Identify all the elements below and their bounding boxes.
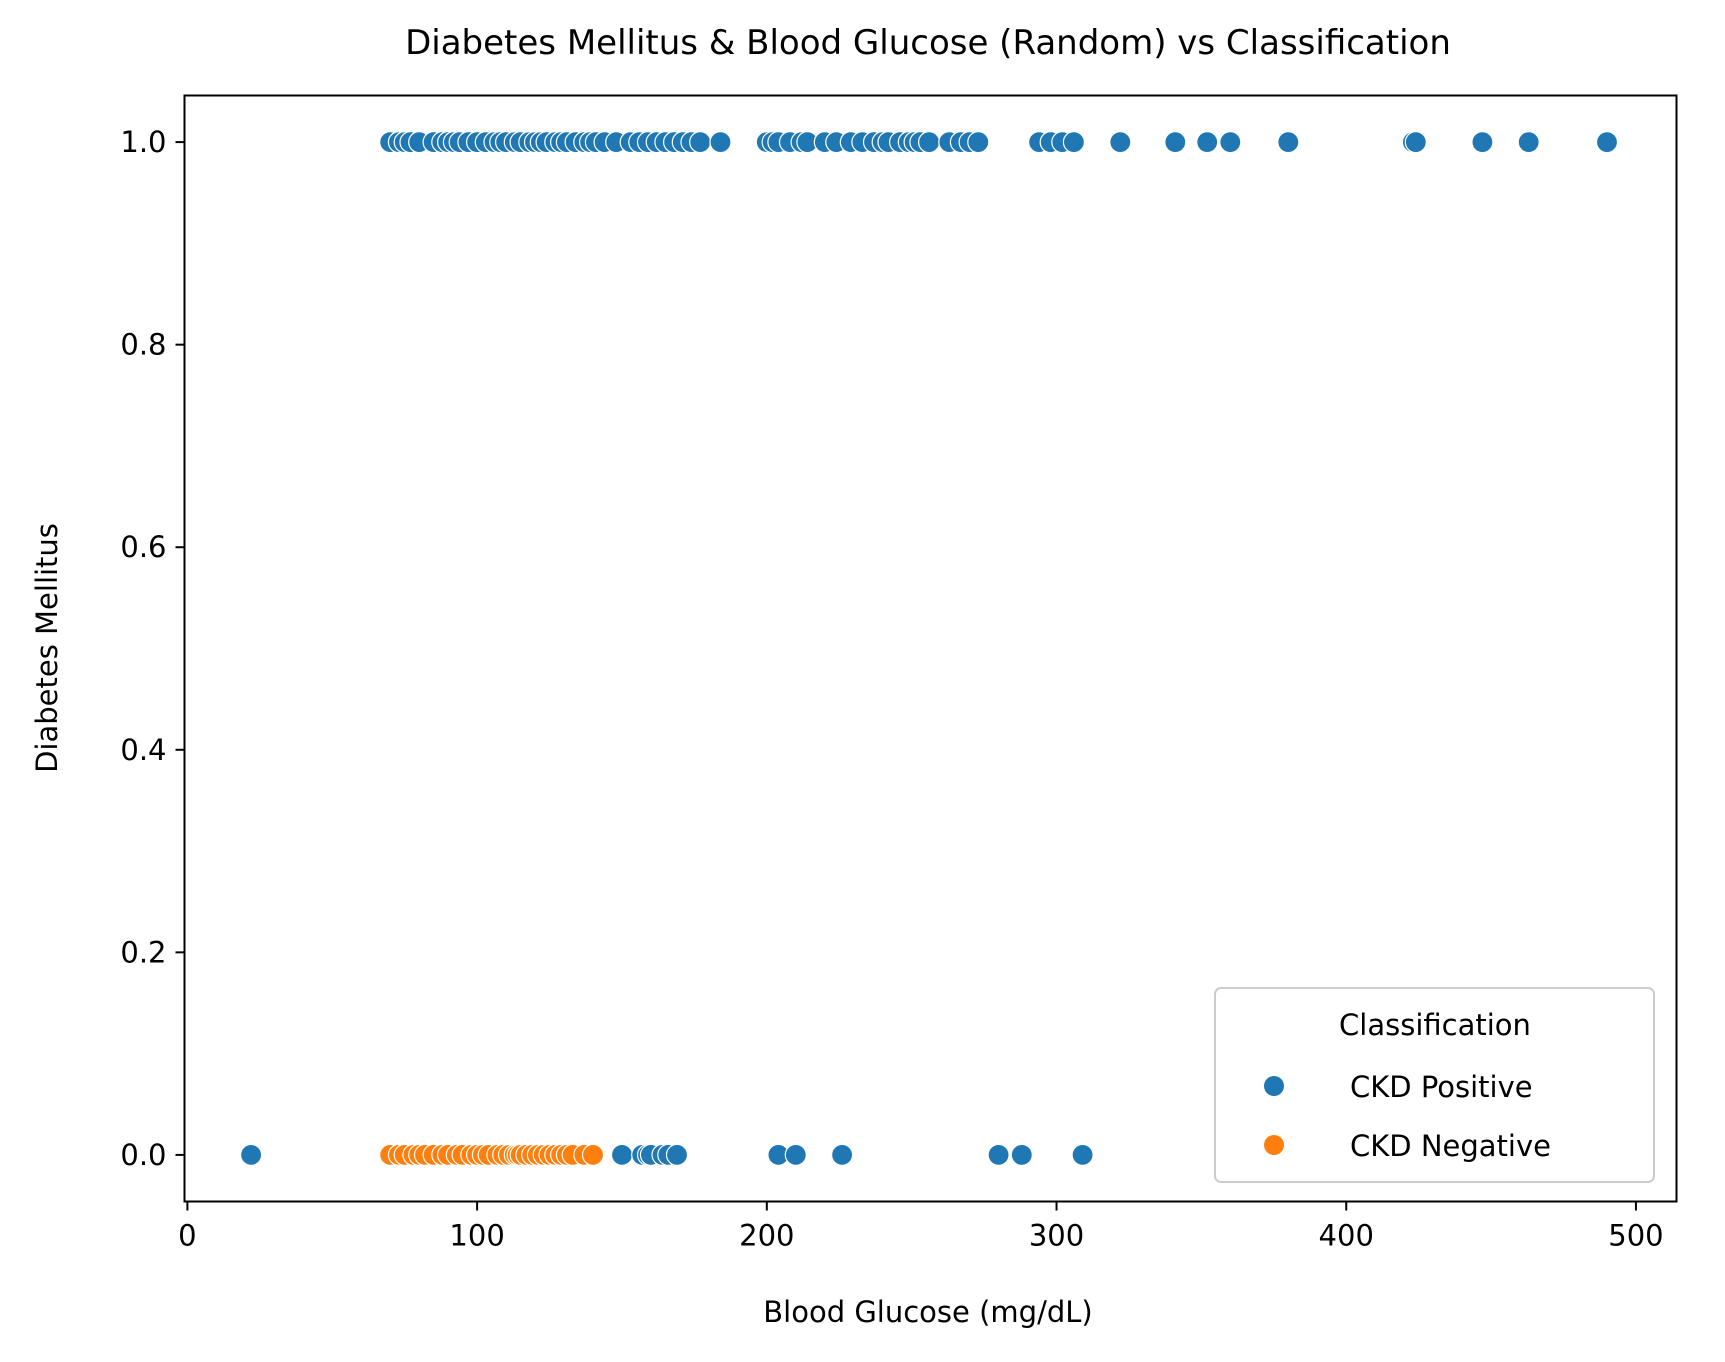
data-point-ckd-positive [1471, 131, 1494, 154]
data-point-ckd-positive [665, 1143, 689, 1167]
data-point-ckd-positive [1196, 131, 1219, 154]
y-tick-label: 1.0 [120, 125, 166, 159]
data-point-ckd-positive [1595, 131, 1619, 154]
x-tick-label: 100 [449, 1219, 504, 1253]
legend-marker-ckd-positive [1264, 1076, 1284, 1096]
data-point-ckd-positive [987, 1143, 1010, 1167]
data-point-ckd-positive [830, 1143, 854, 1167]
data-point-ckd-positive [917, 131, 941, 154]
y-tick-label: 0.6 [120, 530, 166, 564]
data-point-ckd-positive [610, 1143, 634, 1167]
legend-marker-ckd-negative [1264, 1135, 1284, 1155]
y-tick-label: 0.4 [120, 733, 166, 767]
data-point-ckd-positive [1071, 1143, 1094, 1167]
y-tick-label: 0.0 [120, 1138, 166, 1172]
legend-title: Classification [1339, 1008, 1531, 1042]
data-point-ckd-positive [967, 131, 990, 154]
x-axis: 0 100 200 300 400 500 [178, 1201, 1664, 1253]
legend-label-ckd-negative: CKD Negative [1350, 1129, 1551, 1163]
y-tick-label: 0.2 [120, 935, 166, 969]
data-point-ckd-positive [1517, 131, 1540, 154]
x-tick-label: 0 [178, 1219, 196, 1253]
y-axis-label: Diabetes Mellitus [30, 523, 64, 773]
data-point-ckd-positive [1010, 1143, 1033, 1167]
data-point-ckd-positive [1404, 131, 1427, 154]
x-axis-label: Blood Glucose (mg/dL) [763, 1295, 1092, 1329]
data-point-ckd-positive [240, 1143, 263, 1167]
data-point-ckd-negative [581, 1143, 605, 1167]
x-tick-label: 300 [1029, 1219, 1084, 1253]
data-point-ckd-positive [784, 1143, 807, 1167]
data-point-ckd-positive [1277, 131, 1300, 154]
data-point-ckd-positive [1164, 131, 1187, 154]
points-layer [240, 131, 1619, 1167]
x-tick-label: 500 [1608, 1219, 1663, 1253]
legend-box [1214, 987, 1655, 1183]
data-point-ckd-positive [1219, 131, 1242, 154]
data-point-ckd-positive [689, 131, 712, 154]
legend-label-ckd-positive: CKD Positive [1350, 1070, 1533, 1104]
chart-title: Diabetes Mellitus & Blood Glucose (Rando… [405, 23, 1451, 63]
plot-frame [183, 94, 1678, 1203]
y-tick-label: 0.8 [120, 328, 166, 362]
data-point-ckd-positive [1109, 131, 1132, 154]
data-point-ckd-positive [709, 131, 732, 154]
y-axis: 0.0 0.2 0.4 0.6 0.8 1.0 [120, 125, 185, 1172]
x-tick-label: 200 [739, 1219, 794, 1253]
legend: Classification CKD Positive CKD Negative [1214, 987, 1655, 1183]
x-tick-label: 400 [1319, 1219, 1374, 1253]
data-point-ckd-positive [1062, 131, 1086, 154]
